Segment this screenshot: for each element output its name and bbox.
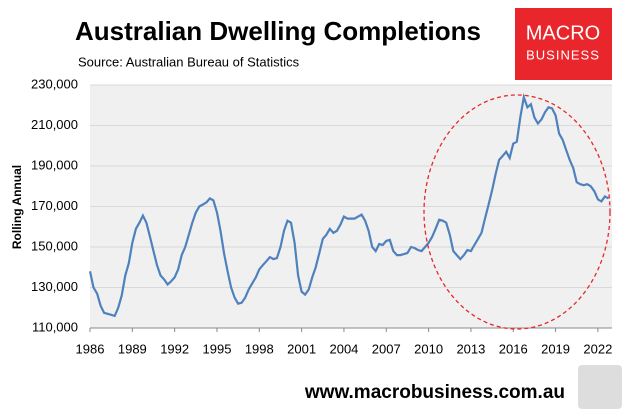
x-tick-label: 1989 <box>118 341 147 356</box>
chart-title: Australian Dwelling Completions <box>75 16 481 46</box>
y-axis-title: Rolling Annual <box>10 165 24 249</box>
x-tick-label: 2007 <box>372 341 401 356</box>
x-tick-label: 1986 <box>76 341 105 356</box>
logo-text: MACRO <box>526 22 600 44</box>
wolf-icon <box>578 365 622 409</box>
y-tick-label: 190,000 <box>31 157 78 172</box>
logo-text: BUSINESS <box>526 47 600 62</box>
highlight-circle <box>423 94 611 330</box>
x-tick-label: 2019 <box>541 341 570 356</box>
x-tick-label: 2004 <box>329 341 358 356</box>
y-tick-label: 130,000 <box>31 279 78 294</box>
x-tick-label: 1995 <box>203 341 232 356</box>
x-tick-label: 1992 <box>160 341 189 356</box>
x-tick-label: 2010 <box>414 341 443 356</box>
x-tick-label: 1998 <box>245 341 274 356</box>
x-tick-label: 2013 <box>456 341 485 356</box>
x-tick-label: 2001 <box>287 341 316 356</box>
y-tick-label: 110,000 <box>32 319 78 334</box>
y-tick-label: 210,000 <box>31 117 78 132</box>
y-tick-label: 170,000 <box>31 198 78 213</box>
logo-box <box>515 8 612 80</box>
chart-subtitle: Source: Australian Bureau of Statistics <box>78 54 300 69</box>
data-line <box>88 92 610 318</box>
x-tick-label: 2016 <box>499 341 528 356</box>
y-tick-label: 150,000 <box>31 238 78 253</box>
x-tick-label: 2022 <box>583 341 612 356</box>
footer-url: www.macrobusiness.com.au <box>304 382 565 403</box>
y-tick-label: 230,000 <box>31 76 78 91</box>
